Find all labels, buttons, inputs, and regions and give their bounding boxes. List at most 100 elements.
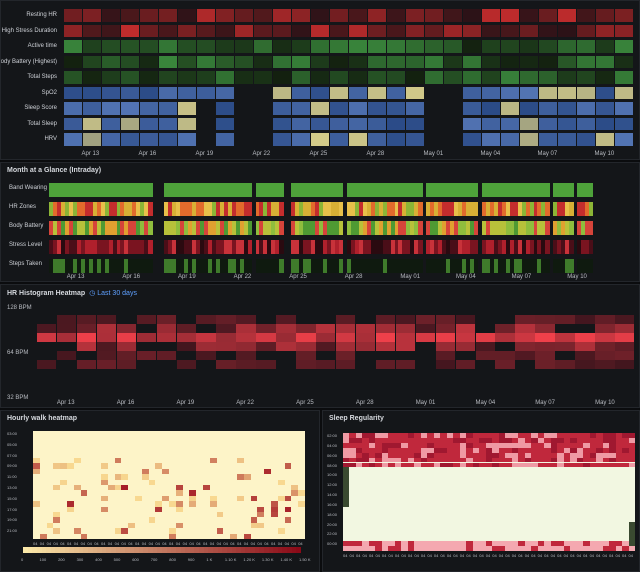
sleep-cell[interactable] xyxy=(589,462,597,468)
legend-swatch[interactable] xyxy=(291,547,297,553)
sleep-cell[interactable] xyxy=(531,442,538,448)
daily-cell[interactable] xyxy=(405,40,424,53)
daily-cell[interactable] xyxy=(101,86,120,99)
sleep-cell[interactable] xyxy=(388,447,395,453)
sleep-cell[interactable] xyxy=(446,541,454,547)
month-cell[interactable] xyxy=(521,183,526,197)
daily-cell[interactable] xyxy=(196,55,215,68)
month-cell[interactable] xyxy=(132,183,137,197)
hr-cell[interactable] xyxy=(535,324,555,333)
month-cell[interactable] xyxy=(124,183,129,197)
daily-cell[interactable] xyxy=(481,71,500,84)
month-cell[interactable] xyxy=(235,183,240,197)
hr-cell[interactable] xyxy=(116,324,137,333)
sleep-cell[interactable] xyxy=(388,462,395,468)
month-cell[interactable] xyxy=(184,202,189,216)
month-cell[interactable] xyxy=(319,202,324,216)
hr-cell[interactable] xyxy=(336,342,356,351)
month-cell[interactable] xyxy=(406,183,411,197)
month-cell[interactable] xyxy=(267,183,272,197)
walk-cell[interactable] xyxy=(169,533,176,539)
month-cell[interactable] xyxy=(323,240,328,254)
daily-cell[interactable] xyxy=(177,133,196,146)
month-cell[interactable] xyxy=(231,183,236,197)
sleep-cell[interactable] xyxy=(505,433,512,438)
daily-cell[interactable] xyxy=(158,117,177,130)
sleep-cell[interactable] xyxy=(622,447,629,453)
daily-cell[interactable] xyxy=(272,9,291,22)
sleep-cell[interactable] xyxy=(349,546,356,551)
legend-swatch[interactable] xyxy=(185,547,191,553)
sleep-cell[interactable] xyxy=(518,442,525,448)
daily-cell[interactable] xyxy=(82,117,101,130)
month-cell[interactable] xyxy=(148,240,153,254)
month-cell[interactable] xyxy=(418,202,423,216)
walk-cell[interactable] xyxy=(209,495,217,502)
month-cell[interactable] xyxy=(60,240,66,254)
daily-cell[interactable] xyxy=(462,102,481,115)
hr-cell[interactable] xyxy=(37,333,57,342)
month-cell[interactable] xyxy=(80,183,86,197)
month-cell[interactable] xyxy=(362,240,367,254)
sleep-cell[interactable] xyxy=(349,457,356,463)
daily-cell[interactable] xyxy=(120,55,139,68)
walk-cell[interactable] xyxy=(175,490,183,496)
daily-cell[interactable] xyxy=(196,24,215,37)
daily-cell[interactable] xyxy=(158,71,177,84)
hr-cell[interactable] xyxy=(415,315,436,324)
hr-cell[interactable] xyxy=(96,333,117,342)
sleep-cell[interactable] xyxy=(518,541,525,547)
month-cell[interactable] xyxy=(315,183,320,197)
sleep-cell[interactable] xyxy=(524,442,532,448)
month-cell[interactable] xyxy=(398,259,403,273)
month-cell[interactable] xyxy=(370,202,375,216)
month-cell[interactable] xyxy=(473,202,479,216)
sleep-cell[interactable] xyxy=(583,541,590,547)
daily-cell[interactable] xyxy=(538,133,557,146)
month-cell[interactable] xyxy=(473,183,479,197)
month-cell[interactable] xyxy=(49,183,54,197)
sleep-cell[interactable] xyxy=(557,546,564,551)
sleep-cell[interactable] xyxy=(492,442,499,448)
daily-cell[interactable] xyxy=(538,24,557,37)
daily-cell[interactable] xyxy=(386,133,405,146)
sleep-cell[interactable] xyxy=(485,452,493,458)
month-cell[interactable] xyxy=(207,183,213,197)
month-cell[interactable] xyxy=(398,202,403,216)
month-cell[interactable] xyxy=(128,259,133,273)
month-cell[interactable] xyxy=(466,221,471,235)
month-cell[interactable] xyxy=(561,240,566,254)
hr-cell[interactable] xyxy=(276,315,296,324)
sleep-cell[interactable] xyxy=(349,452,356,458)
daily-cell[interactable] xyxy=(367,24,386,37)
month-cell[interactable] xyxy=(108,183,113,197)
month-cell[interactable] xyxy=(557,183,562,197)
sleep-cell[interactable] xyxy=(349,437,356,443)
daily-cell[interactable] xyxy=(101,117,120,130)
hr-cell[interactable] xyxy=(535,315,555,324)
month-cell[interactable] xyxy=(88,240,93,254)
sleep-cell[interactable] xyxy=(511,546,519,551)
month-cell[interactable] xyxy=(521,202,526,216)
sleep-cell[interactable] xyxy=(557,452,564,458)
daily-cell[interactable] xyxy=(367,40,386,53)
daily-cell[interactable] xyxy=(63,117,82,130)
walk-cell[interactable] xyxy=(73,528,81,534)
daily-cell[interactable] xyxy=(234,55,253,68)
sleep-cell[interactable] xyxy=(355,447,363,453)
month-cell[interactable] xyxy=(140,202,145,216)
daily-cell[interactable] xyxy=(139,55,158,68)
month-cell[interactable] xyxy=(390,221,395,235)
sleep-cell[interactable] xyxy=(453,442,460,448)
walk-cell[interactable] xyxy=(135,495,142,502)
daily-cell[interactable] xyxy=(481,86,500,99)
daily-cell[interactable] xyxy=(481,55,500,68)
hr-cell[interactable] xyxy=(136,333,157,342)
sleep-cell[interactable] xyxy=(466,447,473,453)
month-cell[interactable] xyxy=(211,202,217,216)
walk-cell[interactable] xyxy=(250,495,258,502)
month-cell[interactable] xyxy=(172,221,177,235)
sleep-cell[interactable] xyxy=(589,433,597,438)
legend-swatch[interactable] xyxy=(277,547,283,553)
sleep-cell[interactable] xyxy=(602,433,610,438)
